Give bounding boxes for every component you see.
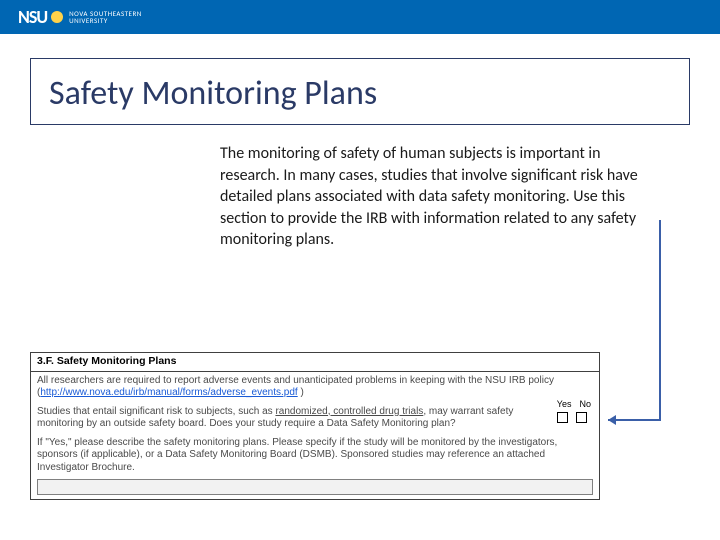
form-paragraph-2: Studies that entail significant risk to … xyxy=(31,403,599,434)
brand-logo: NSU NOVA SOUTHEASTERN UNIVERSITY xyxy=(18,6,142,28)
form-text-input[interactable] xyxy=(37,479,593,495)
brand-subtitle: NOVA SOUTHEASTERN UNIVERSITY xyxy=(69,10,142,24)
header-bar: NSU NOVA SOUTHEASTERN UNIVERSITY xyxy=(0,0,720,34)
checkbox-yes[interactable] xyxy=(557,412,568,423)
title-box: Safety Monitoring Plans xyxy=(30,58,690,125)
body-paragraph: The monitoring of safety of human subjec… xyxy=(220,143,640,251)
sun-icon xyxy=(51,11,63,23)
form-header: 3.F. Safety Monitoring Plans xyxy=(31,353,599,371)
form-link[interactable]: http://www.nova.edu/irb/manual/forms/adv… xyxy=(40,387,297,398)
checkbox-no[interactable] xyxy=(576,412,587,423)
page-title: Safety Monitoring Plans xyxy=(49,73,671,114)
form-paragraph-1: All researchers are required to report a… xyxy=(31,372,599,403)
brand-abbrev: NSU xyxy=(18,6,47,28)
form-section: 3.F. Safety Monitoring Plans All researc… xyxy=(30,352,600,500)
yes-label: Yes xyxy=(557,399,572,410)
no-label: No xyxy=(579,399,591,410)
yes-no-group: Yes No xyxy=(557,399,591,422)
form-paragraph-3: If "Yes," please describe the safety mon… xyxy=(31,434,599,478)
